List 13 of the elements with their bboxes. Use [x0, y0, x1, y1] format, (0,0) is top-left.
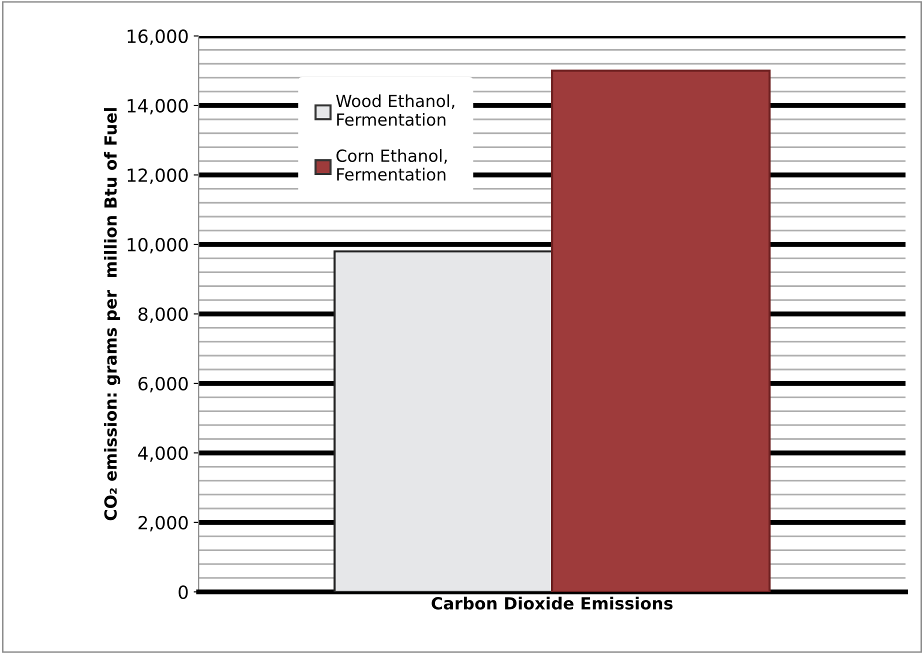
y-tick-label: 10,000 [128, 238, 188, 254]
x-tick-label: Carbon Dioxide Emissions [432, 596, 673, 610]
y-tick-label: 14,000 [128, 98, 188, 114]
y-axis-title: CO₂ emission: grams per million Btu of Fuel [104, 108, 120, 520]
legend-label: Wood Ethanol, Fermentation [336, 94, 454, 126]
y-tick-label: 4,000 [138, 446, 188, 462]
y-tick-label: 6,000 [138, 376, 188, 392]
y-tick-label: 8,000 [138, 307, 188, 323]
y-tick-label: 0 [178, 585, 188, 599]
y-tick-label: 16,000 [128, 29, 188, 45]
legend-label: Corn Ethanol, Fermentation [336, 149, 447, 181]
y-tick-label: 12,000 [128, 168, 188, 184]
y-tick-label: 2,000 [138, 516, 188, 532]
